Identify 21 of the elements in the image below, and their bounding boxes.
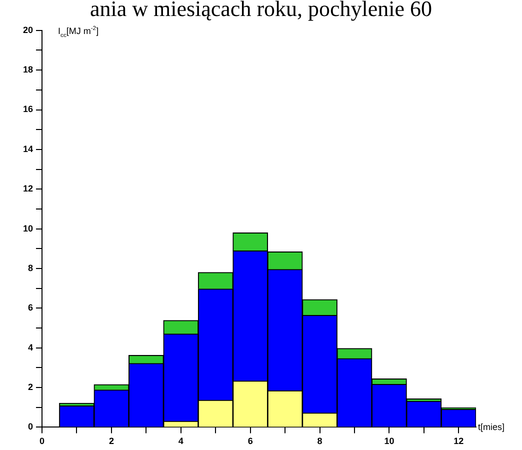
y-tick-label: 6	[28, 302, 34, 313]
y-tick-label: 18	[22, 64, 34, 75]
x-tick-label: 10	[384, 436, 394, 446]
x-tick-label: 6	[248, 436, 253, 446]
y-tick-label: 4	[28, 342, 34, 352]
x-axis-title: t[mies]	[478, 422, 505, 432]
y-tick-label: 2	[28, 382, 34, 392]
x-tick-label: 0	[40, 436, 45, 446]
x-tick-label: 8	[317, 436, 322, 446]
y-tick-label: 20	[22, 24, 34, 35]
y-tick-label: 14	[22, 144, 34, 154]
y-tick-label: 8	[28, 262, 34, 273]
x-tick-label: 2	[108, 436, 114, 446]
chart-title: ania w miesiącach roku, pochylenie 60	[88, 0, 434, 22]
y-tick-label: 0	[28, 422, 34, 432]
y-tick-label: 12	[22, 184, 34, 194]
x-tick-label: 12	[454, 436, 464, 446]
y-tick-label: 10	[22, 223, 34, 234]
y-axis-title: I$_{cc}$[MJ m$^{-2}$]	[58, 26, 99, 39]
x-tick-label: 4	[178, 436, 184, 446]
y-tick-label: 16	[22, 104, 34, 114]
